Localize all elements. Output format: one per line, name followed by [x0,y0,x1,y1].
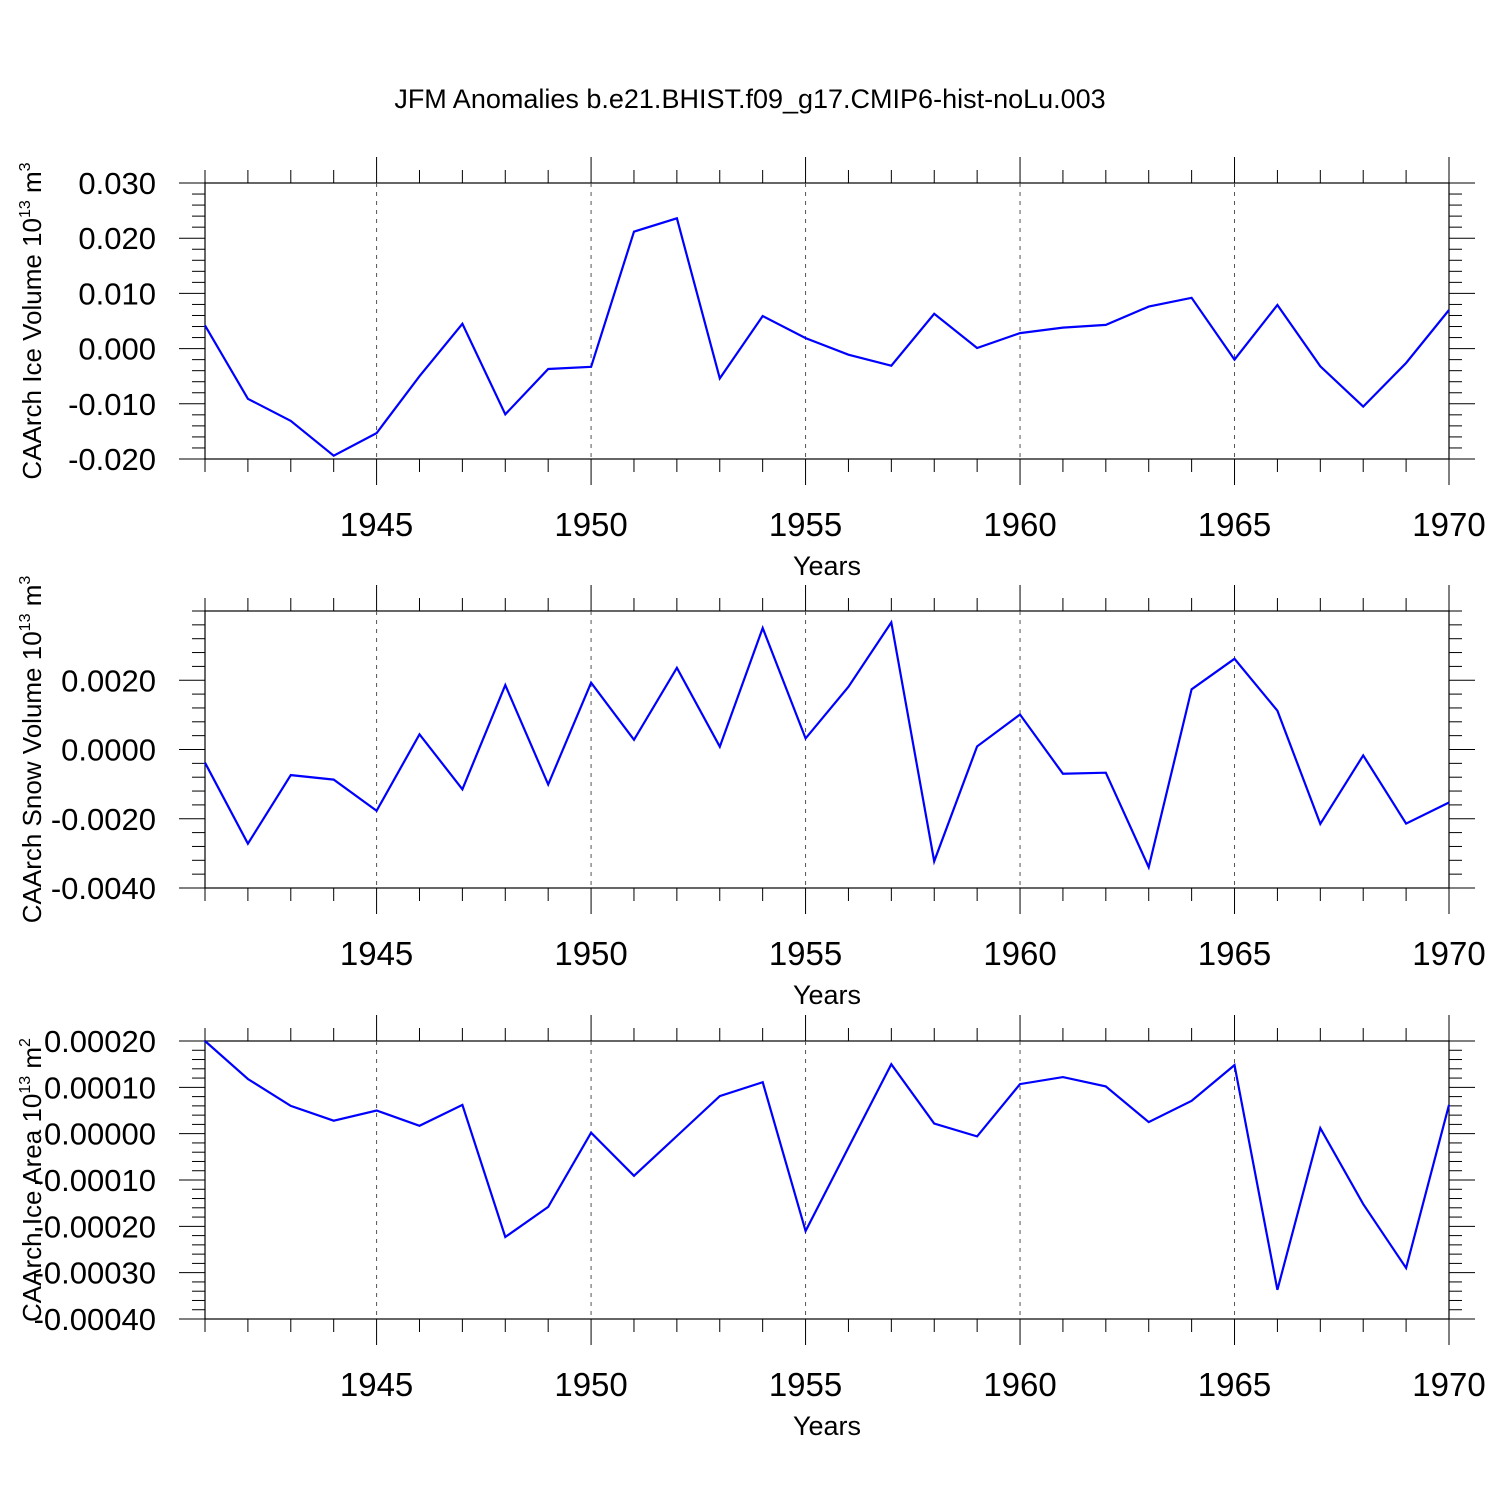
y-axis-label: CAArch Snow Volume 1013 m3 [17,576,47,924]
plot-frame [204,182,1450,460]
y-tick-label: -0.00020 [34,1209,156,1244]
y-tick-label: 0.030 [78,166,156,201]
x-tick-label: 1970 [1412,506,1485,543]
x-tick-label: 1965 [1198,935,1271,972]
series-line [204,1040,1451,1291]
x-axis-label: Years [793,551,861,581]
series-line [204,619,1450,871]
x-axis-label: Years [793,1411,861,1441]
x-tick-label: 1960 [983,506,1056,543]
y-tick-label: 0.00020 [44,1024,156,1059]
x-tick-label: 1955 [769,1366,842,1403]
plot-frame [204,610,1450,889]
y-tick-label: -0.020 [68,442,156,477]
panel-1: -0.020 -0.010 0.000 0.010 0.020 0.030 1945 1950… [17,157,1486,581]
y-tick-label: 0.010 [78,276,156,311]
x-tick-label: 1950 [554,935,627,972]
x-tick-label: 1950 [554,1366,627,1403]
x-tick-label: 1960 [983,935,1056,972]
x-tick-label: 1955 [769,935,842,972]
x-tick-label: 1965 [1198,1366,1271,1403]
y-tick-label: 0.0000 [61,733,156,768]
y-tick-label: -0.00030 [34,1256,156,1291]
x-axis-label: Years [793,980,861,1010]
y-tick-label: -0.0020 [51,802,156,837]
x-tick-label: 1945 [340,506,413,543]
x-tick-label: 1965 [1198,506,1271,543]
x-tick-label: 1970 [1412,1366,1485,1403]
x-tick-label: 1950 [554,506,627,543]
y-axis-label: CAArch Ice Volume 1013 m3 [17,162,47,479]
plot-frame [204,1040,1450,1320]
y-tick-label: -0.010 [68,387,156,422]
chart-title: JFM Anomalies b.e21.BHIST.f09_g17.CMIP6-… [394,84,1105,114]
series-line [204,216,1450,458]
y-tick-label: 0.020 [78,221,156,256]
x-tick-label: 1945 [340,935,413,972]
y-tick-label: -0.00040 [34,1302,156,1337]
panel-3: -0.00040 -0.00030 -0.00020 -0.00010 0.00000 0… [17,1015,1486,1441]
y-tick-label: 0.00000 [44,1117,156,1152]
x-tick-label: 1945 [340,1366,413,1403]
x-tick-label: 1960 [983,1366,1056,1403]
y-tick-label: 0.0020 [61,663,156,698]
y-tick-label: -0.00010 [34,1163,156,1198]
y-axis-label: CAArch Ice Area 1013 m2 [17,1038,47,1322]
x-tick-label: 1955 [769,506,842,543]
y-tick-label: -0.0040 [51,871,156,906]
y-tick-label: 0.00010 [44,1070,156,1105]
panel-2: -0.0040 -0.0020 0.0000 0.0020 1945 1950 1955 19… [17,576,1486,1010]
y-tick-label: 0.000 [78,332,156,367]
x-tick-label: 1970 [1412,935,1485,972]
